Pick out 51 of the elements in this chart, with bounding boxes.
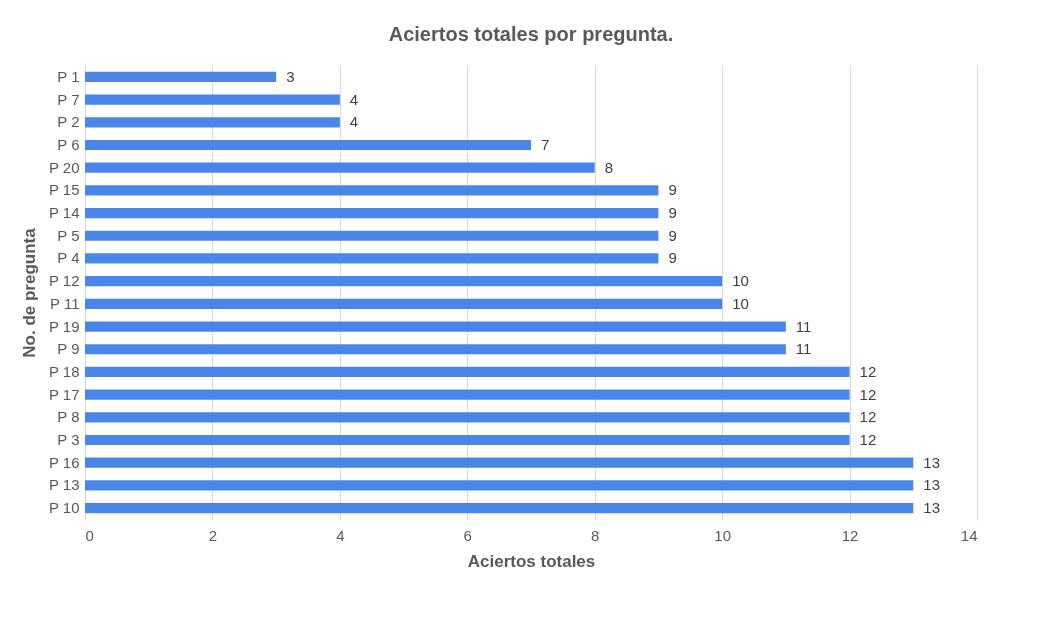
y-tick-label: P 16 <box>48 453 80 471</box>
y-tick-label: P 20 <box>48 158 80 176</box>
x-tick-label: 4 <box>336 526 345 544</box>
y-tick-label: P 4 <box>57 249 80 267</box>
data-label: 4 <box>349 90 359 108</box>
y-tick-label: P 9 <box>57 340 80 358</box>
data-label: 3 <box>286 67 295 85</box>
data-label: 10 <box>732 272 749 290</box>
x-tick-label: 6 <box>463 526 472 544</box>
data-label: 12 <box>859 385 877 403</box>
data-label: 12 <box>859 362 877 380</box>
y-tick-label: P 11 <box>50 294 80 312</box>
data-label: 9 <box>668 249 677 267</box>
x-tick-label: 2 <box>208 526 218 544</box>
y-tick-label: P 5 <box>57 226 80 244</box>
y-tick-label: P 18 <box>48 362 80 380</box>
x-tick-label: 8 <box>591 526 600 544</box>
x-tick-label: 0 <box>85 526 94 544</box>
chart-title: Aciertos totales por pregunta. <box>388 23 674 45</box>
data-label: 13 <box>923 499 940 517</box>
data-label: 13 <box>923 476 940 494</box>
y-tick-label: P 8 <box>57 408 80 426</box>
y-tick-label: P 19 <box>48 317 80 335</box>
y-tick-label: P 10 <box>48 499 80 517</box>
y-tick-label: P 12 <box>48 272 80 290</box>
data-label: 9 <box>668 226 677 244</box>
y-tick-label: P 1 <box>57 67 80 85</box>
x-tick-label: 12 <box>841 526 859 544</box>
data-label: 7 <box>541 135 550 153</box>
y-axis-title: No. de pregunta <box>19 227 39 358</box>
data-label: 4 <box>349 113 359 131</box>
data-label: 11 <box>795 317 812 335</box>
y-tick-label: P 7 <box>57 90 80 108</box>
y-tick-label: P 13 <box>48 476 80 494</box>
y-tick-label: P 3 <box>57 431 80 449</box>
y-tick-label: P 6 <box>57 135 80 153</box>
data-label: 8 <box>604 158 614 176</box>
data-label: 12 <box>859 408 877 426</box>
data-label: 12 <box>859 431 877 449</box>
data-label: 9 <box>668 204 677 222</box>
data-label: 13 <box>923 453 940 471</box>
y-tick-label: P 2 <box>57 113 80 131</box>
x-tick-label: 10 <box>714 526 731 544</box>
y-tick-label: P 15 <box>48 181 80 199</box>
y-tick-label: P 14 <box>48 204 80 222</box>
data-label: 10 <box>732 294 749 312</box>
y-tick-label: P 17 <box>48 385 80 403</box>
x-axis-title: Aciertos totales <box>467 551 596 571</box>
data-label: 9 <box>668 181 677 199</box>
data-label: 11 <box>795 340 812 358</box>
x-tick-label: 14 <box>960 526 978 544</box>
